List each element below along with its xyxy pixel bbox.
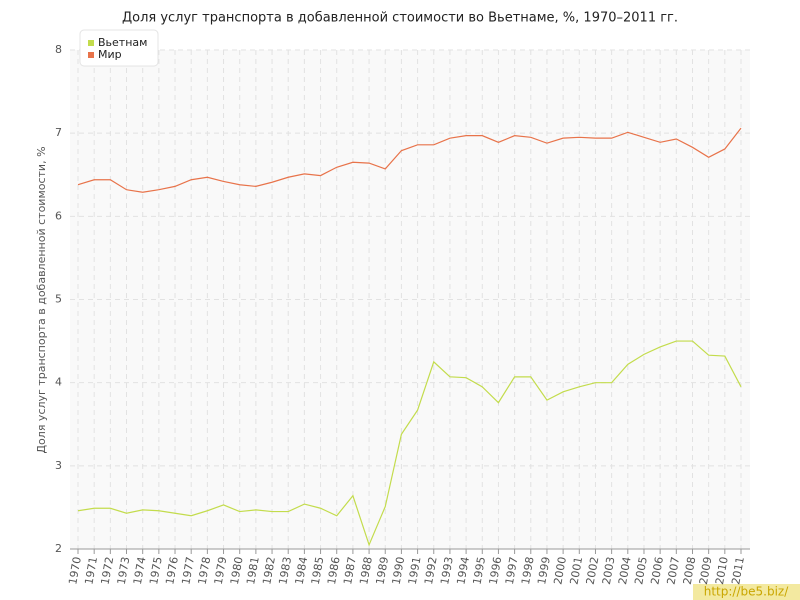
- x-tick-label: 1977: [179, 556, 197, 586]
- x-tick-label: 1986: [325, 556, 343, 586]
- y-tick-label: 7: [55, 126, 62, 139]
- x-tick-label: 2006: [648, 556, 666, 586]
- x-tick-label: 1971: [82, 556, 100, 586]
- x-tick-label: 2001: [568, 556, 586, 586]
- y-tick-label: 6: [55, 209, 62, 222]
- x-tick-label: 1992: [422, 556, 440, 586]
- x-tick-label: 2002: [584, 556, 602, 586]
- x-tick-label: 1984: [293, 556, 311, 586]
- x-tick-label: 1982: [260, 556, 278, 586]
- x-tick-label: 1995: [471, 556, 489, 586]
- x-tick-label: 1999: [535, 556, 553, 586]
- x-tick-label: 2009: [697, 556, 715, 586]
- x-tick-label: 2005: [632, 556, 650, 586]
- x-tick-label: 1981: [244, 556, 262, 586]
- x-tick-label: 1972: [99, 556, 117, 586]
- x-tick-label: 1993: [438, 556, 456, 586]
- y-tick-label: 8: [55, 43, 62, 56]
- x-tick-label: 2010: [713, 556, 731, 586]
- legend-box: [79, 29, 159, 67]
- x-tick-label: 1989: [373, 556, 391, 586]
- x-tick-label: 1978: [196, 556, 214, 586]
- legend-swatch: [88, 40, 94, 46]
- x-tick-label: 1987: [341, 556, 359, 586]
- x-tick-label: 1976: [163, 556, 181, 586]
- x-tick-label: 1990: [390, 556, 408, 586]
- x-tick-label: 1991: [406, 556, 424, 586]
- x-tick-label: 2003: [600, 556, 618, 586]
- x-tick-label: 1979: [212, 556, 230, 586]
- watermark-bg: [693, 584, 800, 600]
- y-tick-label: 3: [55, 459, 62, 472]
- x-tick-label: 1975: [147, 556, 165, 586]
- legend-swatch: [88, 52, 94, 58]
- x-tick-label: 1985: [309, 556, 327, 586]
- x-tick-label: 1980: [228, 556, 246, 586]
- series-line: [77, 340, 742, 547]
- y-tick-label: 2: [55, 542, 62, 555]
- series-line: [77, 127, 742, 193]
- x-tick-label: 1998: [519, 556, 537, 586]
- y-tick-label: 5: [55, 293, 62, 306]
- x-tick-label: 2007: [665, 556, 683, 586]
- x-tick-label: 1994: [454, 556, 472, 586]
- x-tick-label: 2004: [616, 556, 634, 586]
- x-tick-label: 1983: [276, 556, 294, 586]
- y-axis-label: Доля услуг транспорта в добавленной стои…: [35, 146, 48, 453]
- y-tick-label: 4: [55, 376, 62, 389]
- x-tick-label: 1970: [66, 556, 84, 586]
- x-tick-label: 2011: [729, 556, 747, 586]
- x-tick-label: 1996: [487, 556, 505, 586]
- plot-area: [70, 50, 750, 549]
- legend-label: Вьетнам: [98, 36, 147, 49]
- x-tick-label: 1974: [131, 556, 149, 586]
- x-tick-label: 2000: [551, 556, 569, 586]
- x-tick-label: 2008: [681, 556, 699, 586]
- chart-title: Доля услуг транспорта в добавленной стои…: [122, 11, 678, 26]
- watermark: http://be5.biz/: [704, 585, 789, 599]
- legend-label: Мир: [98, 48, 122, 61]
- x-tick-label: 1973: [115, 556, 133, 586]
- x-tick-label: 1988: [357, 556, 375, 586]
- x-tick-label: 1997: [503, 556, 521, 586]
